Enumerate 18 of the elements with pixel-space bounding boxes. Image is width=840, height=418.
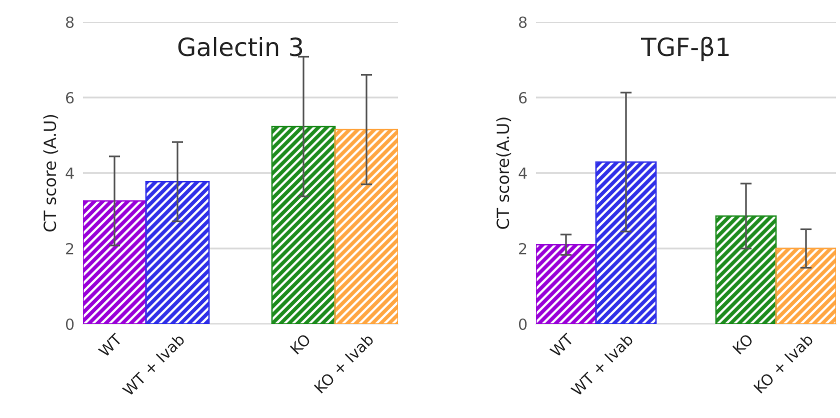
x-tick-label: KO	[732, 333, 754, 355]
y-tick-label: 6	[66, 92, 74, 104]
text: TGF-β1	[640, 36, 729, 62]
y-tick-label: 2	[519, 242, 526, 254]
chart-title: Galectin 3	[178, 36, 302, 56]
y-tick-label: 4	[518, 168, 527, 179]
y-tick-label: 0	[518, 318, 527, 330]
y-tick-label: 0	[66, 318, 74, 330]
y-axis-title: CT score (A.U)	[43, 115, 58, 232]
x-tick-label: WT	[98, 332, 123, 358]
x-tick-label: WT	[549, 332, 574, 358]
y-tick-label: 6	[519, 92, 527, 104]
x-tick-label: KO	[290, 333, 312, 355]
y-tick-label: 8	[66, 16, 74, 28]
y-axis-title: CT score(A.U)	[496, 118, 512, 229]
y-tick-label: 4	[66, 168, 74, 179]
y-tick-label: 2	[66, 242, 74, 254]
y-tick-label: 8	[518, 16, 527, 28]
